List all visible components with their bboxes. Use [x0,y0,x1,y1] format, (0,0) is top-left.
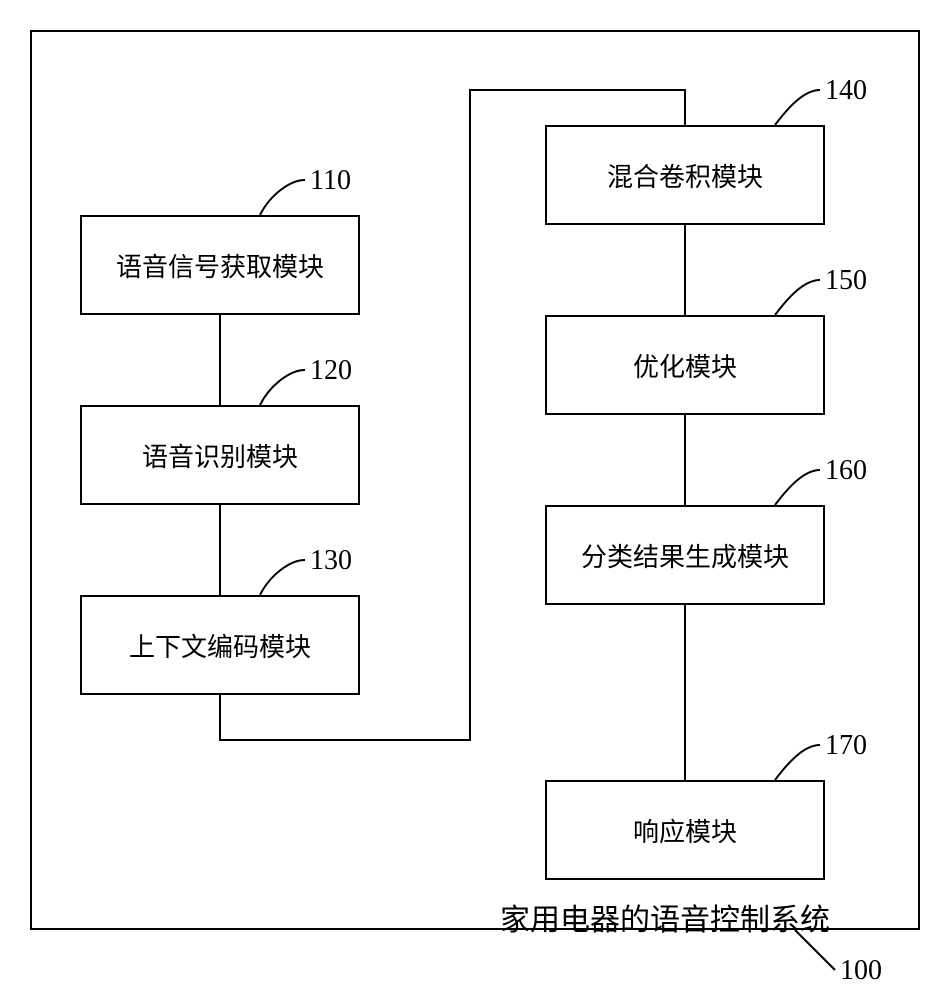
ref-label-150: 150 [825,265,867,297]
module-classification-result: 分类结果生成模块 [545,505,825,605]
module-label: 混合卷积模块 [607,157,763,194]
module-label: 语音信号获取模块 [116,247,324,284]
ref-label-110: 110 [310,165,351,197]
module-label: 优化模块 [633,347,737,384]
ref-label-160: 160 [825,455,867,487]
module-label: 语音识别模块 [142,437,298,474]
module-label: 响应模块 [633,812,737,849]
diagram-caption: 家用电器的语音控制系统 [500,895,830,939]
ref-label-100: 100 [840,955,882,987]
module-label: 分类结果生成模块 [581,537,789,574]
ref-label-170: 170 [825,730,867,762]
ref-label-130: 130 [310,545,352,577]
ref-label-140: 140 [825,75,867,107]
module-voice-signal-acquire: 语音信号获取模块 [80,215,360,315]
module-mixed-convolution: 混合卷积模块 [545,125,825,225]
module-optimization: 优化模块 [545,315,825,415]
module-context-encoding: 上下文编码模块 [80,595,360,695]
module-response: 响应模块 [545,780,825,880]
ref-label-120: 120 [310,355,352,387]
module-voice-recognition: 语音识别模块 [80,405,360,505]
module-label: 上下文编码模块 [129,627,311,664]
